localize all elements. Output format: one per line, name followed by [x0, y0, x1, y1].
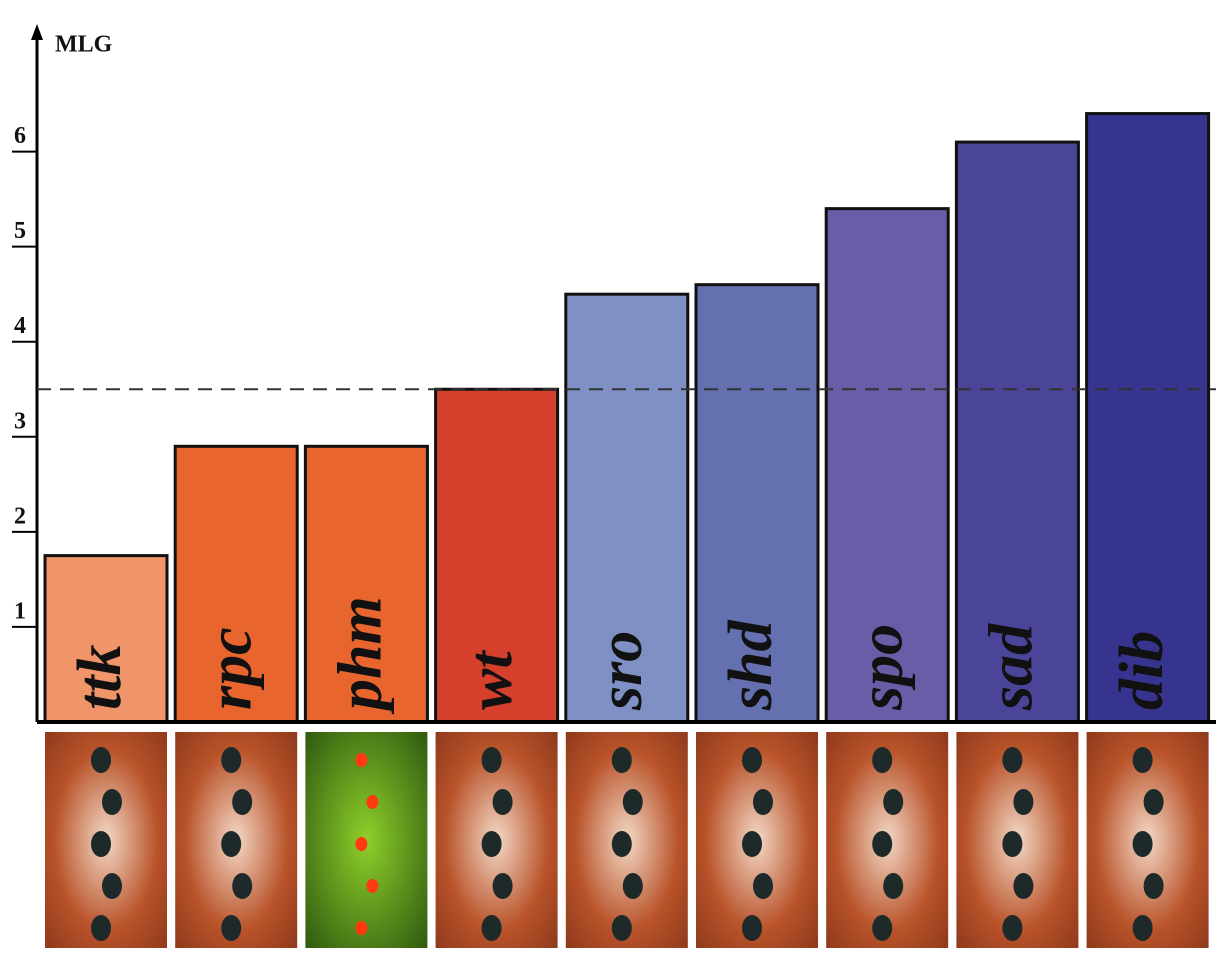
bar-label: sad [978, 623, 1046, 711]
micrograph-spot [753, 873, 773, 899]
micrograph-spot [221, 915, 241, 941]
y-tick-label: 3 [14, 408, 26, 434]
micrograph-spot [742, 915, 762, 941]
micrograph-spot [482, 747, 502, 773]
micrograph-spot [623, 873, 643, 899]
micrograph-spot [221, 831, 241, 857]
micrograph-spot [623, 789, 643, 815]
y-axis-title: MLG [55, 32, 113, 58]
micrograph-spot [1144, 873, 1164, 899]
micrograph-spot [883, 789, 903, 815]
micrograph-spot [872, 747, 892, 773]
micrograph-spot [1002, 915, 1022, 941]
micrograph-spot [872, 831, 892, 857]
micrograph-spot [1002, 747, 1022, 773]
bar-label: wt [457, 650, 525, 710]
micrograph-spot [1013, 789, 1033, 815]
micrograph-spot [355, 837, 367, 851]
micrograph-spot [493, 789, 513, 815]
micrograph-spot [1013, 873, 1033, 899]
bar-label: ttk [66, 645, 134, 710]
micrograph-spot [91, 831, 111, 857]
micrograph-spot [753, 789, 773, 815]
micrograph-spot [612, 747, 632, 773]
micrograph-spot [102, 873, 122, 899]
y-axis-arrow [31, 24, 43, 40]
micrograph-spot [91, 747, 111, 773]
bar-label: shd [717, 619, 785, 711]
micrograph-spot [742, 747, 762, 773]
micrograph [305, 732, 427, 948]
micrograph-spot [1133, 915, 1153, 941]
micrograph-spot [232, 873, 252, 899]
micrograph-spot [482, 915, 502, 941]
bar-label: spo [847, 624, 915, 711]
micrograph-spot [91, 915, 111, 941]
micrograph-spot [482, 831, 502, 857]
micrograph-spot [1144, 789, 1164, 815]
y-tick-label: 2 [14, 503, 26, 529]
micrograph-row [45, 732, 1209, 948]
micrograph-spot [612, 915, 632, 941]
micrograph-spot [612, 831, 632, 857]
micrograph-spot [1002, 831, 1022, 857]
bar [1087, 114, 1209, 722]
bar-label: phm [327, 596, 395, 715]
micrograph-spot [102, 789, 122, 815]
bar-label: dib [1108, 631, 1176, 710]
y-tick-label: 6 [14, 123, 26, 149]
micrograph-spot [1133, 831, 1153, 857]
y-tick-label: 1 [14, 598, 26, 624]
bar-label: sro [587, 631, 655, 711]
micrograph-spot [883, 873, 903, 899]
y-tick-label: 4 [14, 313, 26, 339]
y-tick-label: 5 [14, 218, 26, 244]
micrograph-spot [872, 915, 892, 941]
micrograph-spot [232, 789, 252, 815]
micrograph-spot [355, 921, 367, 935]
micrograph-spot [221, 747, 241, 773]
micrograph-spot [355, 753, 367, 767]
bar-label: rpc [196, 627, 264, 710]
chart: MLG 1 2 3 4 5 6 ttkrpcphm wt sroshdsposaddib [0, 0, 1216, 953]
micrograph-spot [1133, 747, 1153, 773]
micrograph-spot [493, 873, 513, 899]
micrograph-spot [742, 831, 762, 857]
micrograph-spot [366, 795, 378, 809]
micrograph-spot [366, 879, 378, 893]
page: {"chart_data": {"type": "bar", "y_label"… [0, 0, 1216, 953]
